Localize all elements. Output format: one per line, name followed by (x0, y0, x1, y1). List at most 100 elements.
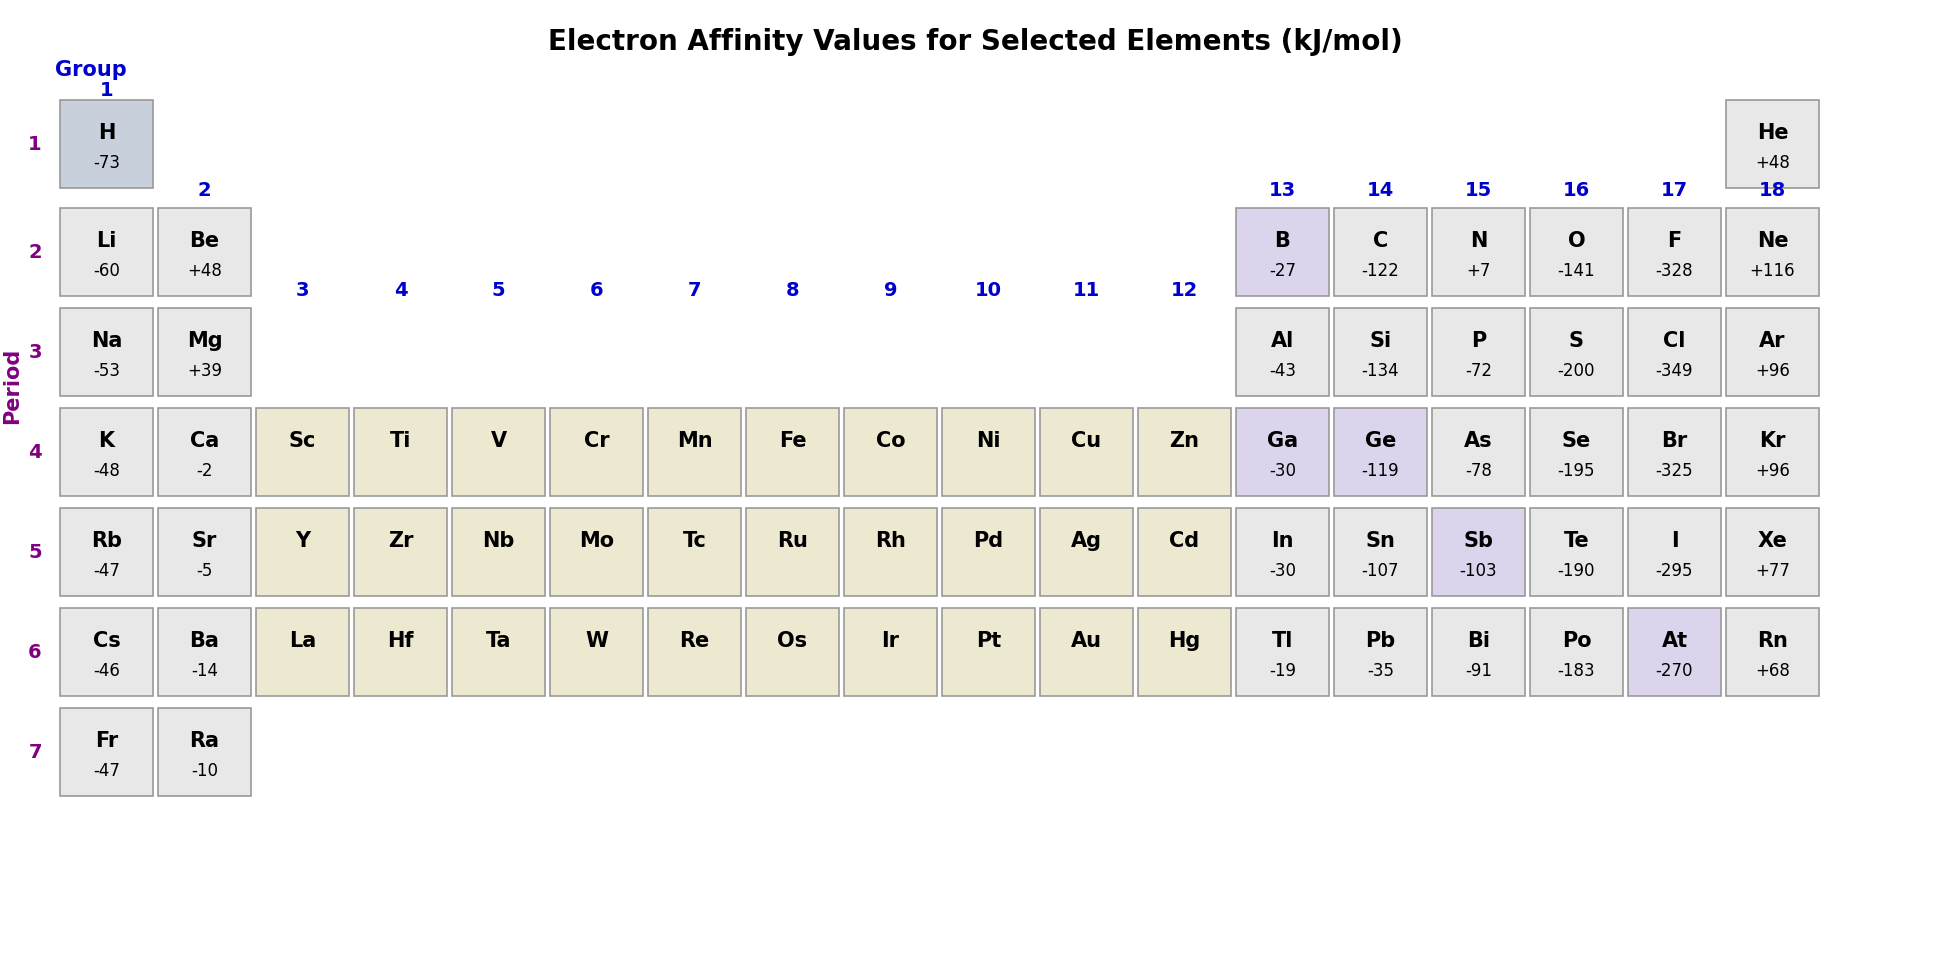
Text: Mo: Mo (579, 531, 614, 552)
Bar (1726, 308, 1819, 396)
Text: Sc: Sc (289, 431, 316, 451)
Text: -325: -325 (1656, 462, 1693, 481)
Text: S: S (1570, 332, 1583, 351)
Text: I: I (1671, 531, 1679, 552)
Bar (1139, 408, 1230, 496)
Text: Ru: Ru (776, 531, 807, 552)
Text: Na: Na (92, 332, 123, 351)
Text: -78: -78 (1464, 462, 1492, 481)
Text: 12: 12 (1170, 280, 1197, 300)
Text: 9: 9 (883, 280, 897, 300)
Bar (158, 608, 252, 696)
Text: 4: 4 (27, 443, 41, 461)
Text: Zn: Zn (1170, 431, 1199, 451)
Text: Ar: Ar (1759, 332, 1786, 351)
Bar (158, 508, 252, 596)
Text: Au: Au (1071, 631, 1102, 652)
Text: -43: -43 (1269, 362, 1297, 380)
Text: Mg: Mg (187, 332, 222, 351)
Text: Hg: Hg (1168, 631, 1201, 652)
Text: -270: -270 (1656, 663, 1693, 680)
Text: Ni: Ni (977, 431, 1000, 451)
Text: K: K (98, 431, 115, 451)
Text: He: He (1757, 124, 1788, 143)
Text: 16: 16 (1562, 181, 1589, 199)
Text: Tc: Tc (682, 531, 706, 552)
Bar (1726, 508, 1819, 596)
Text: 18: 18 (1759, 181, 1786, 199)
Text: 6: 6 (589, 280, 603, 300)
Bar (1236, 308, 1330, 396)
Bar (647, 408, 741, 496)
Text: +77: +77 (1755, 562, 1790, 580)
Text: In: In (1271, 531, 1293, 552)
Text: -46: -46 (94, 663, 121, 680)
Bar (1531, 608, 1622, 696)
Text: P: P (1470, 332, 1486, 351)
Text: 17: 17 (1661, 181, 1689, 199)
Text: Fe: Fe (778, 431, 805, 451)
Bar (1531, 208, 1622, 296)
Text: -295: -295 (1656, 562, 1693, 580)
Text: +39: +39 (187, 362, 222, 380)
Bar (1334, 408, 1427, 496)
Bar (747, 408, 838, 496)
Text: Se: Se (1562, 431, 1591, 451)
Bar (844, 608, 938, 696)
Bar (942, 508, 1035, 596)
Bar (550, 508, 644, 596)
Text: Te: Te (1564, 531, 1589, 552)
Bar (1236, 508, 1330, 596)
Text: -72: -72 (1464, 362, 1492, 380)
Bar (60, 708, 152, 796)
Text: -48: -48 (94, 462, 121, 481)
Bar (60, 608, 152, 696)
Text: +68: +68 (1755, 663, 1790, 680)
Text: -183: -183 (1558, 663, 1595, 680)
Bar (1334, 208, 1427, 296)
Text: Sr: Sr (191, 531, 216, 552)
Text: 5: 5 (491, 280, 505, 300)
Text: -200: -200 (1558, 362, 1595, 380)
Text: As: As (1464, 431, 1494, 451)
Text: B: B (1275, 232, 1291, 251)
Text: Fr: Fr (96, 732, 119, 751)
Bar (1039, 608, 1133, 696)
Text: Cd: Cd (1170, 531, 1199, 552)
Bar (1139, 608, 1230, 696)
Text: W: W (585, 631, 608, 652)
Text: Cu: Cu (1071, 431, 1102, 451)
Text: -14: -14 (191, 663, 218, 680)
Bar (647, 608, 741, 696)
Bar (158, 408, 252, 496)
Bar (1726, 408, 1819, 496)
Text: -349: -349 (1656, 362, 1693, 380)
Bar (355, 608, 447, 696)
Text: -30: -30 (1269, 462, 1297, 481)
Text: -47: -47 (94, 562, 121, 580)
Text: Co: Co (876, 431, 905, 451)
Text: Rn: Rn (1757, 631, 1788, 652)
Bar (60, 408, 152, 496)
Text: -5: -5 (197, 562, 213, 580)
Bar (747, 608, 838, 696)
Bar (550, 608, 644, 696)
Text: Al: Al (1271, 332, 1295, 351)
Bar (355, 408, 447, 496)
Bar (1531, 408, 1622, 496)
Text: Kr: Kr (1759, 431, 1786, 451)
Text: Electron Affinity Values for Selected Elements (kJ/mol): Electron Affinity Values for Selected El… (548, 28, 1402, 56)
Bar (1431, 508, 1525, 596)
Bar (942, 408, 1035, 496)
Bar (60, 100, 152, 188)
Bar (1726, 608, 1819, 696)
Bar (942, 608, 1035, 696)
Bar (1628, 208, 1722, 296)
Text: 3: 3 (296, 280, 310, 300)
Bar (255, 408, 349, 496)
Bar (1039, 408, 1133, 496)
Text: Br: Br (1661, 431, 1687, 451)
Text: +96: +96 (1755, 362, 1790, 380)
Bar (60, 508, 152, 596)
Text: Ag: Ag (1071, 531, 1102, 552)
